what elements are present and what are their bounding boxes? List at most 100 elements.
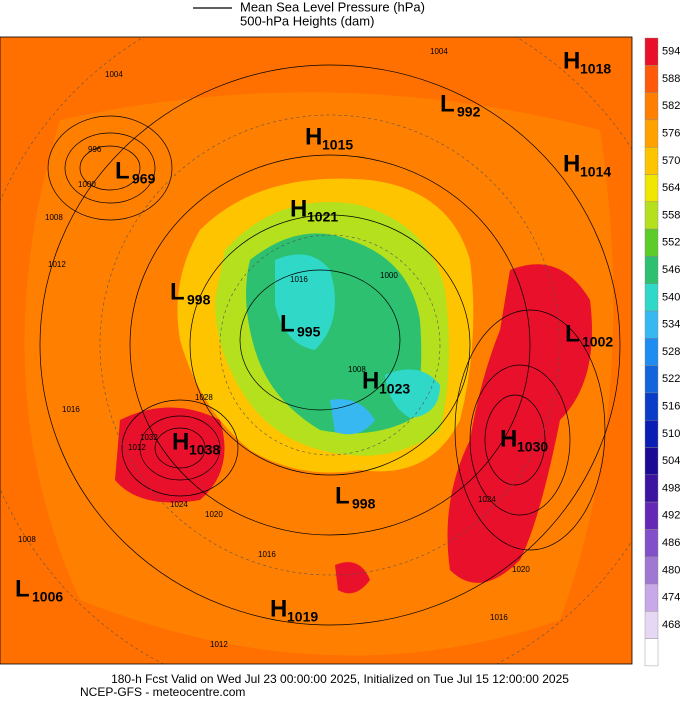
colorbar-swatch xyxy=(644,228,659,257)
colorbar-tick-label: 498 xyxy=(662,482,680,494)
isobar-label: 1016 xyxy=(290,275,308,284)
center-pressure: 1019 xyxy=(287,609,318,625)
ridge-south xyxy=(335,562,370,594)
colorbar-swatch xyxy=(644,420,659,448)
colorbar-swatch xyxy=(644,529,659,557)
center-letter: H xyxy=(563,150,580,177)
isobar-label: 1028 xyxy=(195,393,213,402)
isobar-label: 1008 xyxy=(348,365,366,374)
isobar-label: 1020 xyxy=(512,565,530,574)
center-letter: L xyxy=(280,310,295,337)
center-pressure: 995 xyxy=(297,324,321,340)
colorbar-swatch xyxy=(644,365,659,394)
colorbar-tick-label: 522 xyxy=(662,373,680,385)
map-frame xyxy=(0,36,633,665)
isobar-label: 1004 xyxy=(430,47,448,56)
isobar-label: 1016 xyxy=(62,405,80,414)
center-pressure: 1021 xyxy=(307,209,338,225)
center-pressure: 998 xyxy=(187,292,211,308)
colorbar-swatch xyxy=(644,174,659,202)
isobar-label: 1016 xyxy=(258,550,276,559)
colorbar-tick-label: 492 xyxy=(662,510,680,522)
colorbar-swatch xyxy=(644,201,659,230)
center-letter: L xyxy=(440,90,455,117)
colorbar-swatch xyxy=(644,392,659,421)
isobar-label: 1016 xyxy=(490,613,508,622)
center-pressure: 969 xyxy=(132,171,156,187)
isobar-label: 1024 xyxy=(478,495,496,504)
colorbar-tick-label: 570 xyxy=(662,155,680,167)
center-pressure: 992 xyxy=(457,104,481,120)
colorbar-swatch xyxy=(644,92,659,121)
legend-title: Mean Sea Level Pressure (hPa) xyxy=(240,0,425,14)
colorbar-swatch xyxy=(644,474,659,503)
center-letter: H xyxy=(290,195,307,222)
colorbar-swatch xyxy=(644,447,659,475)
colorbar-tick-label: 540 xyxy=(662,291,680,303)
colorbar-tick-label: 516 xyxy=(662,400,680,412)
colorbar-swatch xyxy=(644,338,659,366)
colorbar-tick-label: 504 xyxy=(662,455,680,467)
footer-line: NCEP-GFS - meteocentre.com xyxy=(80,685,245,699)
colorbar-tick-label: 594 xyxy=(662,46,680,58)
isobar-label: 1032 xyxy=(140,433,158,442)
center-pressure: 1015 xyxy=(322,137,353,153)
colorbar-tick-label: 564 xyxy=(662,182,680,194)
colorbar-swatch xyxy=(644,283,659,312)
colorbar-swatch xyxy=(644,65,659,93)
isobar-label: 1020 xyxy=(205,510,223,519)
trough-core xyxy=(385,369,440,418)
footer-line: 180-h Fcst Valid on Wed Jul 23 00:00:00 … xyxy=(111,672,569,686)
center-pressure: 998 xyxy=(352,496,376,512)
center-letter: H xyxy=(563,47,580,74)
colorbar-swatch xyxy=(644,611,659,639)
colorbar-swatch xyxy=(644,256,659,284)
colorbar-tick-label: 582 xyxy=(662,100,680,112)
isobar-label: 996 xyxy=(88,145,102,154)
center-letter: H xyxy=(500,425,517,452)
center-pressure: 1018 xyxy=(580,61,611,77)
colorbar-tick-label: 486 xyxy=(662,537,680,549)
center-letter: H xyxy=(172,428,189,455)
center-pressure: 1014 xyxy=(580,164,611,180)
isobar-label: 1012 xyxy=(48,260,66,269)
colorbar-tick-label: 480 xyxy=(662,564,680,576)
isobar-label: 1012 xyxy=(128,443,146,452)
colorbar-swatch xyxy=(644,501,659,530)
colorbar-tick-label: 558 xyxy=(662,209,680,221)
colorbar-swatch xyxy=(644,37,659,66)
colorbar-tick-label: 510 xyxy=(662,428,680,440)
center-letter: L xyxy=(565,320,580,347)
colorbar-swatch xyxy=(644,556,659,585)
legend-subtitle: 500-hPa Heights (dam) xyxy=(240,13,374,28)
isobar-label: 1004 xyxy=(105,70,123,79)
colorbar-tick-label: 576 xyxy=(662,127,680,139)
trough-core xyxy=(275,254,335,350)
center-pressure: 1023 xyxy=(379,381,410,397)
isobar-label: 1008 xyxy=(18,535,36,544)
colorbar-tick-label: 552 xyxy=(662,237,680,249)
colorbar-swatch xyxy=(644,583,659,612)
isobar-label: 1000 xyxy=(78,180,96,189)
isobar-label: 1000 xyxy=(380,271,398,280)
center-letter: H xyxy=(305,123,322,150)
center-letter: L xyxy=(15,575,30,602)
colorbar-swatch xyxy=(644,119,659,148)
center-pressure: 1038 xyxy=(189,442,220,458)
isobar-label: 1012 xyxy=(210,640,228,649)
colorbar-tick-label: 588 xyxy=(662,73,680,85)
ridge-east xyxy=(447,264,592,583)
colorbar-tick-label: 534 xyxy=(662,319,680,331)
colorbar-tick-label: 546 xyxy=(662,264,680,276)
center-letter: H xyxy=(362,367,379,394)
center-letter: L xyxy=(115,157,130,184)
colorbar-swatch xyxy=(644,638,659,667)
colorbar-swatch xyxy=(644,146,659,175)
isobar-label: 1024 xyxy=(170,500,188,509)
warm-band xyxy=(0,37,632,664)
center-pressure: 1002 xyxy=(582,334,613,350)
ridge-west xyxy=(115,407,225,503)
